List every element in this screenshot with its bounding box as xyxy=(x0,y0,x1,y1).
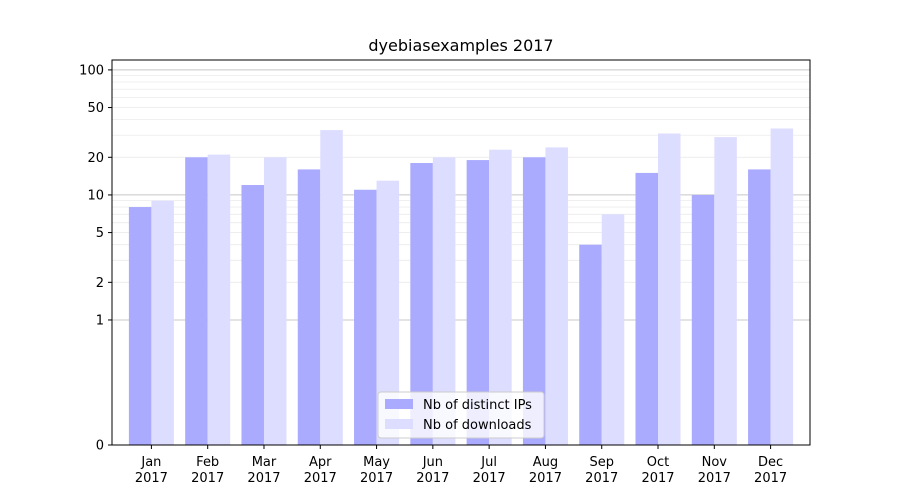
bar-downloads xyxy=(151,200,174,445)
bar-distinct-ips xyxy=(410,163,433,445)
bar-distinct-ips xyxy=(522,157,546,445)
bar-distinct-ips xyxy=(635,172,659,445)
legend-swatch-downloads xyxy=(385,419,413,429)
x-tick-label-month: Jun xyxy=(422,455,443,470)
y-tick-label: 1 xyxy=(96,313,104,328)
x-tick-label-month: Sep xyxy=(589,455,614,470)
bar-downloads xyxy=(545,147,568,446)
y-tick-label: 100 xyxy=(79,63,104,78)
x-tick-label-month: Jan xyxy=(140,455,161,470)
x-tick-label-month: Nov xyxy=(702,455,728,470)
x-tick-label-year: 2017 xyxy=(304,471,337,486)
legend-label-downloads: Nb of downloads xyxy=(423,418,532,433)
y-tick-label: 10 xyxy=(87,188,104,203)
bar-downloads xyxy=(489,149,512,446)
x-tick-label-month: Aug xyxy=(533,455,558,470)
y-tick-label: 5 xyxy=(96,226,104,241)
bar-distinct-ips xyxy=(691,194,715,445)
bar-distinct-ips xyxy=(354,189,377,445)
x-tick-label-year: 2017 xyxy=(247,471,280,486)
x-tick-label-year: 2017 xyxy=(754,471,787,486)
bar-downloads xyxy=(658,133,681,445)
chart-title: dyebiasexamples 2017 xyxy=(368,36,553,55)
x-tick-label-year: 2017 xyxy=(698,471,731,486)
x-axis: Jan2017Feb2017Mar2017Apr2017May2017Jun20… xyxy=(135,445,787,486)
bar-distinct-ips xyxy=(466,160,490,445)
y-axis: 0 1 2 5 10 20 50 100 xyxy=(79,63,112,454)
x-tick-label-year: 2017 xyxy=(585,471,618,486)
bar-distinct-ips xyxy=(128,207,152,445)
bar-distinct-ips xyxy=(241,185,264,445)
bar-distinct-ips xyxy=(297,169,321,445)
plot-frame xyxy=(111,59,811,446)
bar-downloads xyxy=(770,128,794,445)
bar-downloads xyxy=(263,157,287,445)
x-tick-label-year: 2017 xyxy=(360,471,393,486)
y-tick-label: 50 xyxy=(87,101,104,116)
bar-downloads xyxy=(714,137,737,445)
x-tick-label-month: Jul xyxy=(480,455,497,470)
x-tick-label-year: 2017 xyxy=(641,471,674,486)
bars xyxy=(128,128,794,446)
x-tick-label-month: Apr xyxy=(309,455,332,470)
x-tick-label-month: Feb xyxy=(196,455,219,470)
legend: Nb of distinct IPs Nb of downloads xyxy=(377,391,545,439)
bar-downloads xyxy=(601,214,625,445)
x-tick-label-month: Dec xyxy=(758,455,783,470)
bar-downloads xyxy=(320,130,343,445)
bar-distinct-ips xyxy=(748,169,771,445)
legend-swatch-distinct-ips xyxy=(385,399,413,409)
x-tick-label-year: 2017 xyxy=(416,471,449,486)
legend-label-distinct-ips: Nb of distinct IPs xyxy=(423,398,532,413)
bar-downloads xyxy=(432,157,456,445)
bar-downloads xyxy=(207,154,231,446)
x-tick-label-year: 2017 xyxy=(191,471,224,486)
bar-distinct-ips xyxy=(185,157,208,445)
x-tick-label-month: Oct xyxy=(647,455,669,470)
x-tick-label-year: 2017 xyxy=(135,471,168,486)
x-tick-label-month: Mar xyxy=(252,455,277,470)
y-tick-label: 2 xyxy=(96,276,104,291)
legend-box xyxy=(377,391,545,439)
x-tick-label-year: 2017 xyxy=(529,471,562,486)
y-tick-label: 20 xyxy=(87,151,104,166)
bar-downloads xyxy=(376,180,400,445)
y-tick-label: 0 xyxy=(96,439,104,454)
bar-distinct-ips xyxy=(579,244,602,445)
x-tick-label-month: May xyxy=(363,455,390,470)
x-tick-label-year: 2017 xyxy=(473,471,506,486)
